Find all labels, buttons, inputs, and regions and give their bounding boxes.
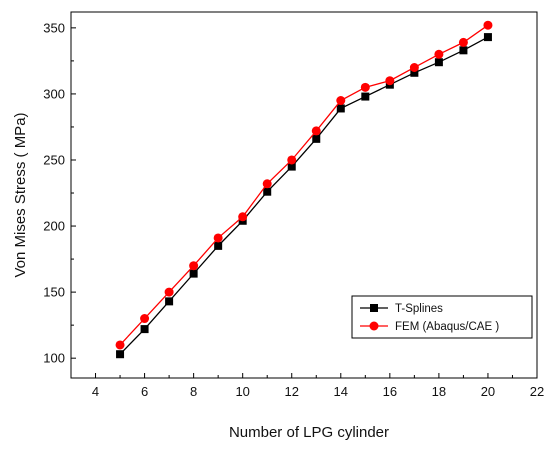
data-point <box>409 62 419 72</box>
y-tick-label: 100 <box>43 351 65 366</box>
data-point <box>263 187 272 196</box>
data-point <box>410 68 419 77</box>
x-tick-label: 18 <box>432 384 446 399</box>
data-point <box>336 104 345 113</box>
x-tick-label: 20 <box>481 384 495 399</box>
data-point <box>140 314 150 324</box>
data-point <box>116 350 125 359</box>
x-axis-ticks: 4 6 8 10 12 14 16 18 20 22 <box>70 373 544 399</box>
x-tick-label: 6 <box>141 384 148 399</box>
y-tick-label: 350 <box>43 20 65 35</box>
data-point <box>189 261 199 271</box>
data-point <box>287 162 296 171</box>
data-point <box>238 212 248 222</box>
x-tick-label: 12 <box>285 384 299 399</box>
data-point <box>115 340 125 350</box>
x-tick-label: 16 <box>383 384 397 399</box>
data-point <box>458 37 468 47</box>
x-tick-label: 8 <box>190 384 197 399</box>
data-point <box>311 126 321 136</box>
data-point <box>434 49 444 59</box>
series-fem <box>115 20 493 350</box>
data-point <box>459 46 468 55</box>
data-point <box>361 92 370 101</box>
data-point <box>165 297 174 306</box>
legend: T-Splines FEM (Abaqus/CAE ) <box>351 295 533 339</box>
data-point <box>262 179 272 189</box>
series-line <box>119 24 489 346</box>
y-tick-label: 150 <box>43 285 65 300</box>
data-point <box>385 76 395 86</box>
legend-label: FEM (Abaqus/CAE ) <box>395 321 499 333</box>
data-point <box>140 325 149 334</box>
data-point <box>214 241 223 250</box>
x-tick-label: 22 <box>530 384 544 399</box>
x-tick-label: 4 <box>92 384 99 399</box>
legend-marker <box>369 321 379 331</box>
plot-frame <box>70 11 538 379</box>
data-point <box>483 33 492 42</box>
x-axis-title: Number of LPG cylinder <box>229 424 389 441</box>
series-line <box>119 36 489 355</box>
data-point <box>287 155 297 165</box>
data-point <box>164 287 174 297</box>
y-tick-label: 250 <box>43 152 65 167</box>
data-point <box>213 233 223 243</box>
legend-items: T-Splines FEM (Abaqus/CAE ) <box>360 303 499 333</box>
y-axis-ticks: 100 150 200 250 300 350 <box>43 20 76 366</box>
legend-label: T-Splines <box>395 303 443 315</box>
x-tick-label: 14 <box>334 384 348 399</box>
legend-marker <box>370 304 378 312</box>
x-tick-label: 10 <box>235 384 249 399</box>
data-point <box>312 134 321 143</box>
y-tick-label: 300 <box>43 86 65 101</box>
y-tick-label: 200 <box>43 219 65 234</box>
series-layer <box>115 20 493 359</box>
data-point <box>434 58 443 67</box>
y-axis-title: Von Mises Stress ( MPa) <box>12 112 29 277</box>
data-point <box>360 82 370 92</box>
data-point <box>483 20 493 30</box>
legend-box <box>351 295 533 339</box>
data-point <box>336 96 346 106</box>
data-point <box>189 269 198 278</box>
